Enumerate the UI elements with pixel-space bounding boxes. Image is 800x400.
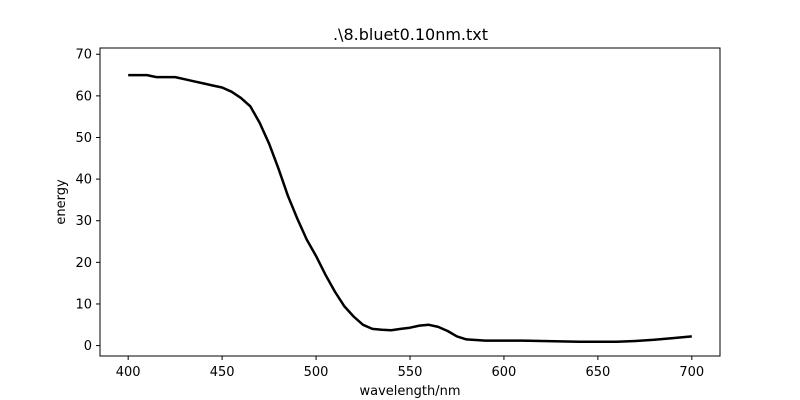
x-tick-label: 700 — [679, 365, 704, 380]
y-tick-label: 40 — [75, 173, 92, 188]
series-line — [128, 73, 692, 344]
y-tick-label: 50 — [75, 131, 92, 146]
y-tick-label: 70 — [75, 48, 92, 63]
x-tick-label: 500 — [304, 365, 329, 380]
x-tick-label: 450 — [210, 365, 235, 380]
y-axis-label: energy — [54, 179, 69, 225]
y-tick-label: 0 — [84, 339, 92, 354]
y-tick-label: 60 — [75, 89, 92, 104]
x-axis-label: wavelength/nm — [359, 384, 460, 399]
x-tick-label: 550 — [398, 365, 423, 380]
x-tick-label: 600 — [492, 365, 517, 380]
y-axis: 0 10 20 30 40 50 60 70 — [75, 48, 100, 354]
y-tick-label: 10 — [75, 297, 92, 312]
y-tick-label: 20 — [75, 256, 92, 271]
x-axis: 400 450 500 550 600 650 700 — [116, 356, 704, 380]
plot-frame — [99, 47, 721, 357]
chart-title: .\8.bluet0.10nm.txt — [333, 25, 488, 44]
y-tick-label: 30 — [75, 214, 92, 229]
x-tick-label: 650 — [585, 365, 610, 380]
x-tick-label: 400 — [116, 365, 141, 380]
plot-area — [128, 73, 692, 344]
